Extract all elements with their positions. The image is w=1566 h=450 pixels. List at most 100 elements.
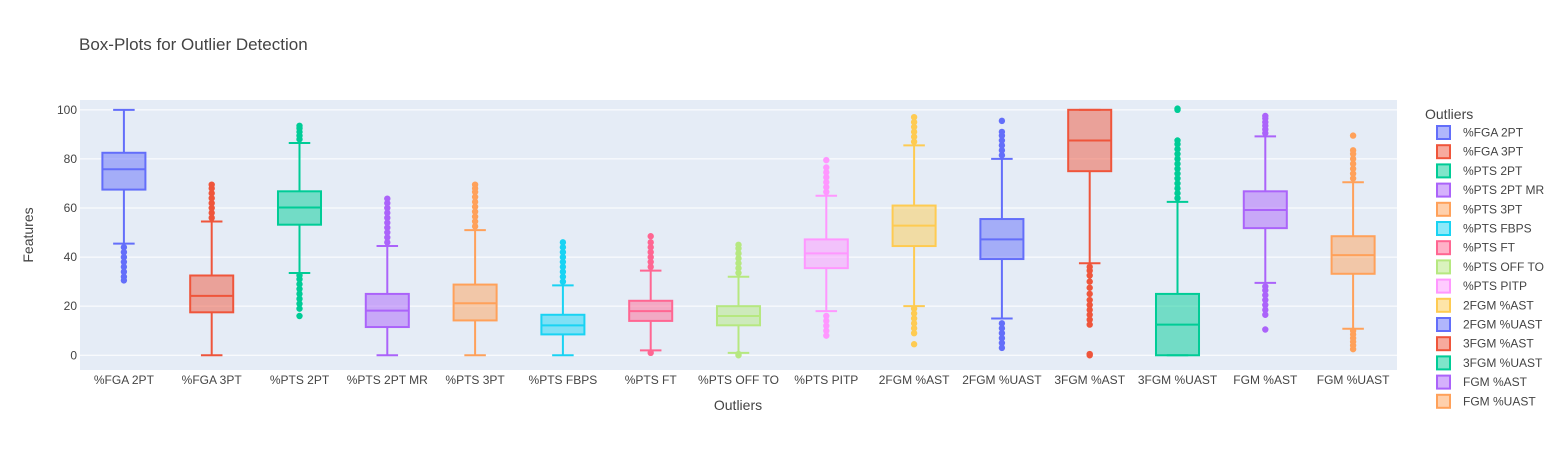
outlier-point[interactable] <box>120 244 128 251</box>
outlier-point[interactable] <box>823 332 830 339</box>
outlier-point[interactable] <box>910 113 918 121</box>
outlier-point[interactable] <box>1174 150 1181 158</box>
outlier-point[interactable] <box>998 147 1006 154</box>
outlier-point[interactable] <box>559 244 567 251</box>
outlier-point[interactable] <box>910 310 918 317</box>
outlier-point[interactable] <box>910 138 918 145</box>
outlier-point[interactable] <box>1086 311 1093 318</box>
outlier-point[interactable] <box>559 258 567 266</box>
outlier-point[interactable] <box>998 128 1006 136</box>
outlier-point[interactable] <box>120 273 128 280</box>
outlier-point[interactable] <box>647 253 654 261</box>
outlier-point[interactable] <box>647 263 654 271</box>
outlier-point[interactable] <box>735 269 742 277</box>
outlier-point[interactable] <box>1174 185 1181 192</box>
outlier-point[interactable] <box>1262 306 1269 314</box>
outlier-point[interactable] <box>1174 155 1181 163</box>
outlier-point[interactable] <box>647 349 654 357</box>
outlier-point[interactable] <box>823 317 830 325</box>
outlier-point[interactable] <box>1086 350 1093 358</box>
outlier-point[interactable] <box>1262 301 1269 309</box>
outlier-point[interactable] <box>1086 316 1093 323</box>
outlier-point[interactable] <box>647 248 654 256</box>
outlier-point[interactable] <box>823 312 830 320</box>
outlier-point[interactable] <box>823 169 830 176</box>
outlier-point[interactable] <box>384 229 391 236</box>
outlier-point[interactable] <box>910 315 918 322</box>
outlier-point[interactable] <box>823 179 830 186</box>
outlier-point[interactable] <box>559 263 567 271</box>
outlier-point[interactable] <box>1262 296 1269 304</box>
iqr-box[interactable] <box>189 274 235 314</box>
outlier-point[interactable] <box>120 268 128 276</box>
outlier-point[interactable] <box>559 253 567 261</box>
outlier-point[interactable] <box>1174 190 1181 197</box>
outlier-point[interactable] <box>1349 327 1357 334</box>
outlier-point[interactable] <box>384 204 391 212</box>
outlier-point[interactable] <box>910 118 918 126</box>
outlier-point[interactable] <box>208 214 215 222</box>
outlier-point[interactable] <box>647 244 654 251</box>
legend-item-pct-pts-2pt[interactable]: %PTS 2PT <box>1436 163 1523 179</box>
outlier-point[interactable] <box>559 278 567 285</box>
outlier-point[interactable] <box>559 239 567 246</box>
outlier-point[interactable] <box>1086 272 1093 279</box>
outlier-point[interactable] <box>1349 175 1357 182</box>
outlier-point[interactable] <box>735 250 742 257</box>
outlier-point[interactable] <box>998 329 1006 337</box>
outlier-point[interactable] <box>998 117 1006 125</box>
outlier-point[interactable] <box>471 193 479 201</box>
outlier-point[interactable] <box>296 285 303 293</box>
outlier-point[interactable] <box>384 239 391 246</box>
outlier-point[interactable] <box>384 234 391 241</box>
outlier-point[interactable] <box>1174 170 1181 177</box>
legend-item-3fgm-pct-ast[interactable]: 3FGM %AST <box>1436 336 1534 352</box>
outlier-point[interactable] <box>296 300 303 307</box>
outlier-point[interactable] <box>998 142 1006 149</box>
outlier-point[interactable] <box>384 214 391 222</box>
outlier-point[interactable] <box>1174 165 1181 172</box>
outlier-point[interactable] <box>471 213 479 220</box>
outlier-point[interactable] <box>120 253 128 261</box>
outlier-point[interactable] <box>998 334 1006 342</box>
outlier-point[interactable] <box>1174 145 1181 153</box>
outlier-point[interactable] <box>1086 296 1093 304</box>
outlier-point[interactable] <box>998 320 1006 327</box>
legend-item-pct-fga-2pt[interactable]: %FGA 2PT <box>1436 125 1524 140</box>
outlier-point[interactable] <box>998 344 1006 352</box>
outlier-point[interactable] <box>1174 175 1181 182</box>
outlier-point[interactable] <box>735 260 742 267</box>
outlier-point[interactable] <box>471 203 479 210</box>
outlier-point[interactable] <box>910 133 918 141</box>
outlier-point[interactable] <box>1174 137 1181 144</box>
outlier-point[interactable] <box>471 198 479 206</box>
legend-item-pct-fga-3pt[interactable]: %FGA 3PT <box>1436 144 1524 160</box>
outlier-point[interactable] <box>735 350 742 358</box>
outlier-point[interactable] <box>823 156 830 164</box>
outlier-point[interactable] <box>120 258 128 266</box>
outlier-point[interactable] <box>208 194 215 202</box>
outlier-point[interactable] <box>910 123 918 131</box>
outlier-point[interactable] <box>559 268 567 276</box>
outlier-point[interactable] <box>471 223 479 230</box>
legend-item-pct-pts-ft[interactable]: %PTS FT <box>1436 240 1516 256</box>
outlier-point[interactable] <box>471 181 479 188</box>
outlier-point[interactable] <box>823 322 830 330</box>
outlier-point[interactable] <box>1349 147 1357 154</box>
outlier-point[interactable] <box>735 264 742 272</box>
legend-item-pct-pts-3pt[interactable]: %PTS 3PT <box>1436 201 1523 217</box>
outlier-point[interactable] <box>910 320 918 327</box>
outlier-point[interactable] <box>998 325 1006 332</box>
outlier-point[interactable] <box>296 122 303 129</box>
outlier-point[interactable] <box>998 137 1006 144</box>
outlier-point[interactable] <box>823 164 830 171</box>
legend-item-pct-pts-off-to[interactable]: %PTS OFF TO <box>1436 259 1544 275</box>
outlier-point[interactable] <box>910 305 918 312</box>
outlier-point[interactable] <box>910 329 918 337</box>
outlier-point[interactable] <box>823 174 830 181</box>
outlier-point[interactable] <box>1174 194 1181 202</box>
outlier-point[interactable] <box>910 341 918 348</box>
outlier-point[interactable] <box>647 258 654 266</box>
outlier-point[interactable] <box>1086 290 1093 298</box>
outlier-point[interactable] <box>559 273 567 280</box>
